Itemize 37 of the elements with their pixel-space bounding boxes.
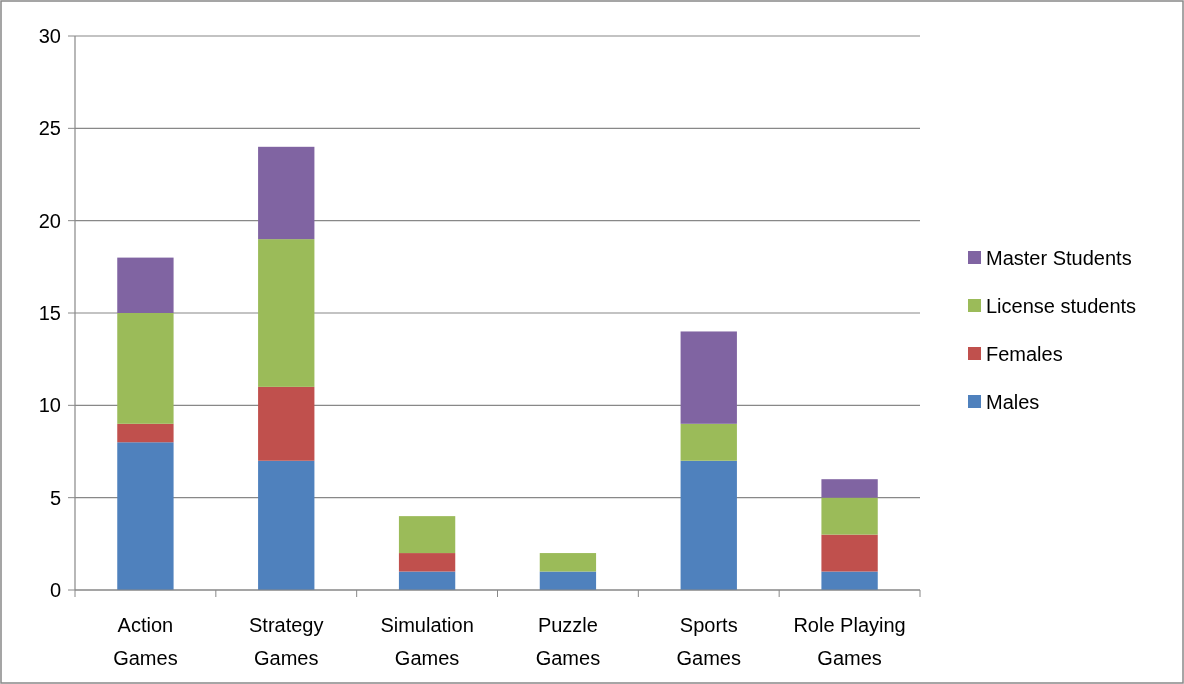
bar: [398, 553, 456, 572]
bar: [258, 460, 315, 590]
x-tick-label: Role Playing Games: [793, 614, 906, 669]
bar: [117, 423, 174, 443]
x-tick-label: Puzzle Games: [535, 614, 601, 669]
bar: [117, 257, 174, 313]
bar: [539, 553, 597, 572]
y-tick-label: 0: [49, 579, 61, 601]
bar: [680, 423, 737, 461]
bar: [258, 386, 315, 461]
bar: [258, 239, 315, 387]
bar: [821, 497, 878, 535]
y-tick-label: 10: [38, 394, 61, 417]
bar: [398, 571, 456, 590]
bar: [821, 479, 878, 498]
legend-label: License students: [986, 295, 1137, 317]
x-tick-label: Sports Games: [676, 614, 741, 669]
bar: [680, 331, 737, 424]
bar: [821, 534, 878, 572]
y-tick-label: 5: [49, 486, 61, 509]
bar: [680, 460, 737, 590]
legend-label: Females: [986, 343, 1063, 365]
x-tick-label: Simulation Games: [380, 614, 474, 669]
y-tick-label: 15: [38, 302, 61, 324]
legend-label: Master Students: [986, 247, 1132, 269]
y-tick-label: 30: [38, 25, 61, 47]
bar: [258, 146, 315, 240]
bar: [117, 313, 174, 424]
bar: [117, 442, 174, 590]
y-tick-label: 25: [38, 117, 61, 140]
x-tick-label: Strategy Games: [249, 614, 324, 669]
bar: [398, 516, 456, 554]
y-tick-label: 20: [38, 209, 61, 232]
x-tick-label: Action Games: [113, 614, 178, 669]
legend-label: Males: [986, 391, 1040, 413]
bar: [539, 571, 597, 590]
bar: [821, 571, 878, 590]
